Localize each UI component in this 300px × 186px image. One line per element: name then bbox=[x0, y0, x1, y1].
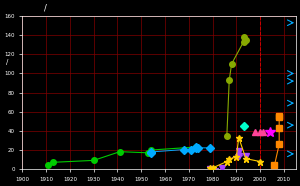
Text: /: / bbox=[6, 59, 8, 65]
Text: /: / bbox=[44, 4, 47, 13]
